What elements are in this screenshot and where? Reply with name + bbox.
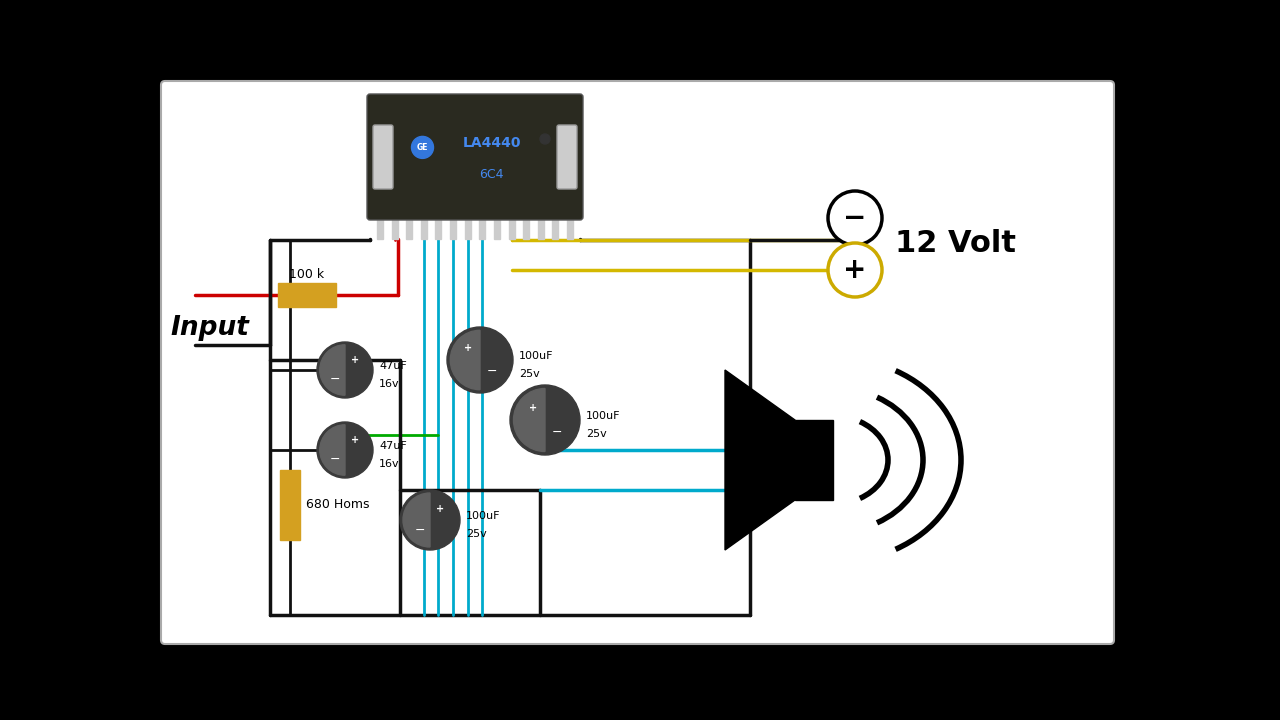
Polygon shape: [724, 370, 795, 550]
Text: GE: GE: [417, 143, 429, 152]
Bar: [494, 217, 500, 239]
Text: +: +: [436, 505, 444, 515]
Bar: [524, 217, 529, 239]
Ellipse shape: [317, 422, 372, 478]
Bar: [538, 217, 544, 239]
Bar: [508, 217, 515, 239]
Bar: [406, 217, 412, 239]
Text: 100uF: 100uF: [518, 351, 553, 361]
Text: 25v: 25v: [586, 429, 607, 439]
Bar: [435, 217, 442, 239]
Circle shape: [828, 243, 882, 297]
Text: 16v: 16v: [379, 379, 399, 389]
Text: −: −: [330, 454, 340, 467]
Text: +: +: [529, 402, 536, 413]
Bar: [479, 217, 485, 239]
Circle shape: [411, 136, 434, 158]
Text: 25v: 25v: [466, 529, 486, 539]
Bar: [567, 217, 573, 239]
Text: −: −: [415, 524, 425, 537]
Ellipse shape: [317, 342, 372, 398]
Ellipse shape: [399, 490, 460, 550]
Wedge shape: [451, 330, 480, 390]
Text: 6C4: 6C4: [480, 168, 504, 181]
Bar: [280, 470, 300, 540]
Bar: [795, 420, 833, 500]
Text: 16v: 16v: [379, 459, 399, 469]
Text: −: −: [330, 373, 340, 387]
Text: −: −: [486, 365, 497, 378]
Text: +: +: [351, 355, 358, 365]
Wedge shape: [513, 389, 545, 451]
Text: 100uF: 100uF: [586, 411, 621, 421]
Bar: [465, 217, 471, 239]
Text: LA4440: LA4440: [462, 135, 521, 150]
Bar: [451, 217, 456, 239]
Circle shape: [540, 134, 550, 144]
Text: +: +: [465, 343, 472, 354]
FancyBboxPatch shape: [367, 94, 582, 220]
Wedge shape: [403, 493, 430, 547]
Text: −: −: [844, 204, 867, 232]
FancyBboxPatch shape: [557, 125, 577, 189]
Text: +: +: [844, 256, 867, 284]
Wedge shape: [320, 345, 346, 395]
Text: +: +: [351, 435, 358, 445]
Text: 47uF: 47uF: [379, 441, 407, 451]
Text: 100uF: 100uF: [466, 511, 500, 521]
Text: 680 Homs: 680 Homs: [306, 498, 370, 511]
Bar: [278, 283, 335, 307]
Wedge shape: [320, 425, 346, 475]
Bar: [392, 217, 398, 239]
FancyBboxPatch shape: [161, 81, 1114, 644]
Bar: [421, 217, 426, 239]
Text: 47uF: 47uF: [379, 361, 407, 371]
Circle shape: [828, 191, 882, 245]
Ellipse shape: [509, 385, 580, 455]
Text: 25v: 25v: [518, 369, 540, 379]
Ellipse shape: [447, 327, 513, 393]
Bar: [378, 217, 383, 239]
Text: Input: Input: [170, 315, 248, 341]
Text: 12 Volt: 12 Volt: [895, 230, 1016, 258]
Text: 100 k: 100 k: [289, 269, 325, 282]
FancyBboxPatch shape: [372, 125, 393, 189]
Text: −: −: [552, 426, 562, 438]
Bar: [553, 217, 558, 239]
